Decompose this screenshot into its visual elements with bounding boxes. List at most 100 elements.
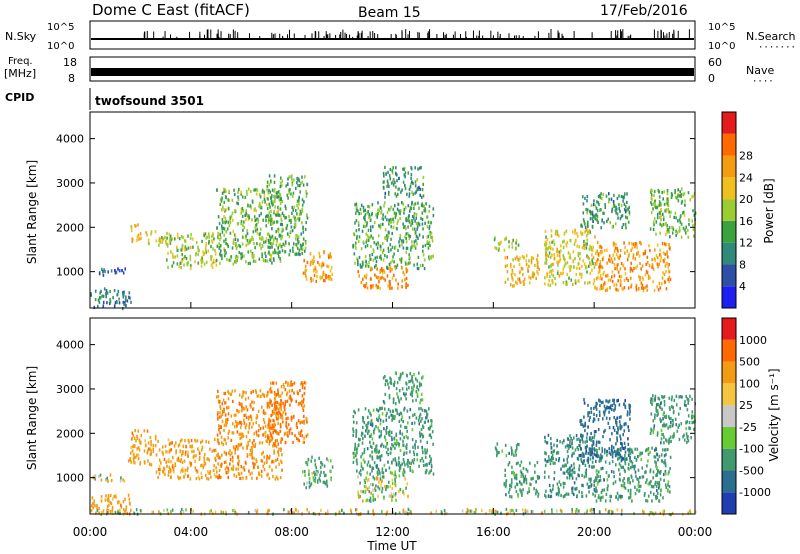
- heatmap-cell: [635, 283, 638, 287]
- heatmap-cell: [516, 446, 518, 451]
- heatmap-cell: [362, 419, 364, 423]
- heatmap-cell: [610, 449, 613, 453]
- heatmap-cell: [273, 451, 275, 455]
- heatmap-cell: [357, 408, 360, 412]
- heatmap-cell: [239, 425, 242, 430]
- heatmap-cell: [370, 420, 372, 424]
- heatmap-cell: [131, 239, 134, 243]
- heatmap-cell: [376, 286, 378, 290]
- heatmap-cell: [406, 462, 408, 466]
- heatmap-cell: [378, 455, 380, 459]
- heatmap-cell: [358, 495, 360, 499]
- heatmap-cell: [311, 259, 314, 263]
- heatmap-cell: [183, 263, 185, 267]
- heatmap-cell: [287, 182, 289, 187]
- heatmap-cell: [586, 242, 588, 246]
- heatmap-cell: [223, 450, 226, 454]
- heatmap-cell: [642, 289, 645, 293]
- heatmap-cell: [569, 256, 572, 260]
- heatmap-cell: [614, 222, 617, 226]
- heatmap-cell: [511, 276, 513, 280]
- heatmap-cell: [620, 415, 622, 419]
- heatmap-cell: [259, 206, 262, 210]
- heatmap-cell: [576, 437, 578, 442]
- heatmap-cell: [253, 456, 255, 460]
- heatmap-cell: [647, 452, 650, 456]
- heatmap-cell: [254, 188, 257, 192]
- heatmap-cell: [264, 251, 266, 255]
- heatmap-cell: [564, 481, 566, 486]
- heatmap-cell: [284, 399, 287, 404]
- heatmap-cell: [130, 508, 132, 512]
- heatmap-cell: [372, 408, 375, 412]
- heatmap-cell: [242, 209, 245, 213]
- heatmap-cell: [275, 475, 278, 479]
- heatmap-cell: [581, 423, 584, 427]
- heatmap-cell: [304, 249, 306, 253]
- heatmap-cell: [201, 475, 203, 480]
- heatmap-cell: [548, 270, 551, 274]
- heatmap-cell: [506, 256, 509, 260]
- heatmap-cell: [242, 406, 245, 410]
- heatmap-cell: [545, 261, 548, 265]
- heatmap-cell: [169, 236, 171, 240]
- heatmap-cell: [525, 481, 528, 485]
- heatmap-cell: [627, 477, 629, 481]
- heatmap-cell: [411, 438, 414, 442]
- heatmap-cell: [176, 458, 179, 462]
- heatmap-cell: [637, 484, 640, 488]
- heatmap-cell: [523, 277, 526, 281]
- heatmap-cell: [402, 240, 405, 244]
- heatmap-cell: [415, 239, 417, 243]
- heatmap-cell: [544, 261, 546, 265]
- heatmap-cell: [401, 243, 403, 247]
- heatmap-cell: [621, 445, 623, 449]
- heatmap-cell: [357, 260, 359, 264]
- heatmap-cell: [663, 403, 666, 407]
- heatmap-cell: [525, 467, 528, 472]
- heatmap-cell: [652, 476, 654, 480]
- heatmap-cell: [608, 461, 611, 465]
- heatmap-cell: [274, 405, 276, 409]
- heatmap-cell: [375, 476, 378, 480]
- beam-label: Beam 15: [358, 5, 421, 21]
- heatmap-cell: [366, 211, 368, 215]
- heatmap-cell: [379, 471, 381, 475]
- heatmap-cell: [249, 403, 252, 407]
- heatmap-cell: [378, 224, 380, 228]
- heatmap-cell: [429, 232, 431, 236]
- heatmap-cell: [99, 473, 102, 477]
- heatmap-cell: [361, 260, 364, 264]
- heatmap-cell: [237, 195, 239, 199]
- heatmap-cell: [636, 447, 639, 451]
- heatmap-cell: [606, 248, 608, 252]
- heatmap-cell: [395, 463, 398, 467]
- heatmap-cell: [181, 248, 184, 252]
- heatmap-cell: [604, 499, 607, 503]
- heatmap-cell: [574, 281, 577, 285]
- heatmap-cell: [411, 378, 413, 382]
- heatmap-cell: [260, 246, 262, 251]
- heatmap-cell: [418, 206, 420, 210]
- heatmap-cell: [660, 203, 663, 207]
- heatmap-cell: [413, 216, 415, 220]
- heatmap-cell: [203, 456, 205, 460]
- heatmap-cell: [277, 194, 280, 199]
- heatmap-cell: [403, 408, 405, 412]
- heatmap-cell: [598, 440, 601, 444]
- heatmap-cell: [297, 392, 299, 396]
- heatmap-cell: [218, 474, 221, 478]
- heatmap-cell: [105, 292, 107, 296]
- heatmap-cell: [394, 267, 397, 271]
- heatmap-cell: [365, 232, 368, 236]
- heatmap-cell: [596, 482, 599, 486]
- heatmap-cell: [665, 208, 668, 212]
- heatmap-cell: [240, 252, 242, 256]
- heatmap-cell: [403, 470, 406, 474]
- heatmap-cell: [616, 267, 618, 271]
- heatmap-cell: [122, 307, 124, 311]
- heatmap-cell: [655, 205, 657, 209]
- heatmap-cell: [667, 447, 669, 452]
- heatmap-cell: [301, 399, 303, 404]
- heatmap-cell: [219, 232, 221, 236]
